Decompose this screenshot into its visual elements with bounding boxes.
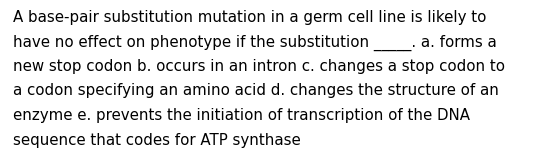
Text: sequence that codes for ATP synthase: sequence that codes for ATP synthase [13,132,301,147]
Text: have no effect on phenotype if the substitution _____. a. forms a: have no effect on phenotype if the subst… [13,35,497,51]
Text: a codon specifying an amino acid d. changes the structure of an: a codon specifying an amino acid d. chan… [13,84,499,99]
Text: A base-pair substitution mutation in a germ cell line is likely to: A base-pair substitution mutation in a g… [13,10,487,25]
Text: new stop codon b. occurs in an intron c. changes a stop codon to: new stop codon b. occurs in an intron c.… [13,59,505,74]
Text: enzyme e. prevents the initiation of transcription of the DNA: enzyme e. prevents the initiation of tra… [13,108,470,123]
